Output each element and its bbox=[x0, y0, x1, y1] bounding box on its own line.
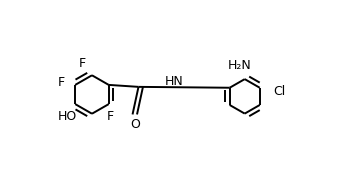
Text: F: F bbox=[58, 76, 65, 89]
Text: O: O bbox=[130, 118, 140, 131]
Text: F: F bbox=[78, 57, 86, 70]
Text: HN: HN bbox=[165, 75, 184, 88]
Text: F: F bbox=[107, 110, 114, 123]
Text: Cl: Cl bbox=[274, 85, 286, 98]
Text: H₂N: H₂N bbox=[228, 59, 252, 72]
Text: HO: HO bbox=[58, 110, 77, 123]
